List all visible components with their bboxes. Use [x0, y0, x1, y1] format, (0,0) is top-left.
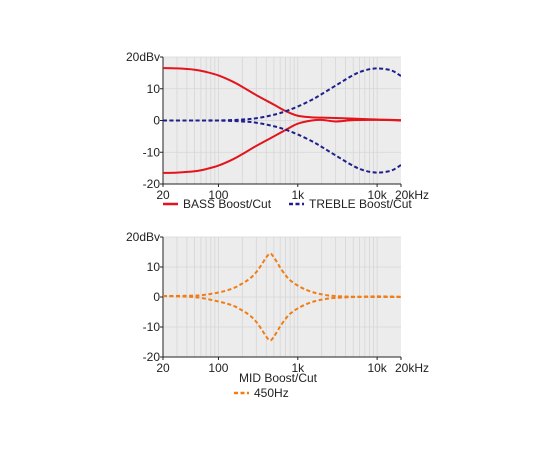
series-line [163, 119, 401, 174]
series-line [163, 295, 401, 342]
y-tick-label: 10 [147, 260, 161, 274]
series-line [163, 118, 401, 174]
y-tick-label: 20dBv [126, 230, 160, 244]
y-tick-label: 20dBv [126, 50, 160, 64]
y-tick-label: -20 [143, 177, 161, 191]
legend-label: BASS Boost/Cut [183, 197, 272, 211]
x-tick-label: 10k [367, 361, 387, 375]
y-tick-label: -10 [143, 320, 161, 334]
y-tick-label: 0 [153, 290, 160, 304]
series-1 [163, 67, 401, 174]
x-tick-label: 1k [291, 188, 305, 202]
series-line [163, 67, 401, 122]
series-2 [163, 67, 401, 174]
y-tick-label: -10 [143, 145, 161, 159]
x-tick-label: 10k [367, 188, 387, 202]
chart-title: MID Boost/Cut [239, 371, 318, 385]
legend-label: TREBLE Boost/Cut [309, 197, 412, 211]
series-1 [163, 252, 401, 342]
x-tick-label: 1k [291, 361, 305, 375]
legend-label: 450Hz [254, 386, 289, 400]
x-tick-label: 20 [156, 188, 170, 202]
series-line [163, 252, 401, 299]
x-tick-label: 20 [156, 361, 170, 375]
legend: BASS Boost/Cut TREBLE Boost/Cut [163, 197, 412, 211]
x-tick-label: 20kHz [395, 361, 429, 375]
y-tick-label: 10 [147, 82, 161, 96]
y-tick-label: -20 [143, 350, 161, 364]
legend: 450Hz [234, 386, 289, 400]
y-tick-label: 0 [153, 114, 160, 128]
x-tick-label: 100 [208, 361, 228, 375]
x-tick-label: 100 [208, 188, 228, 202]
x-tick-label: 20kHz [395, 188, 429, 202]
